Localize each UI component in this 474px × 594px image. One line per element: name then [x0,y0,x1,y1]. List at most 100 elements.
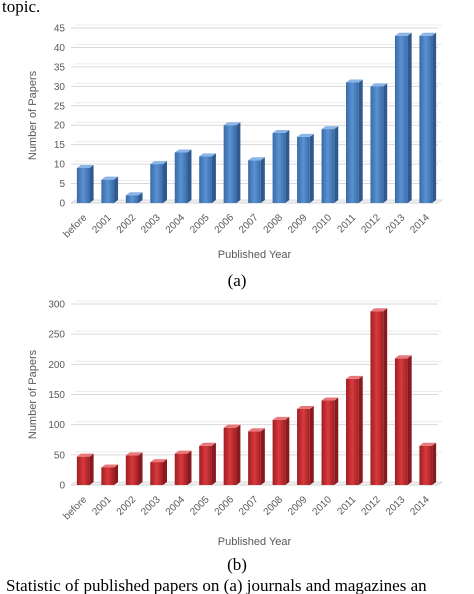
bar-top [394,355,412,359]
y-tick-label: 150 [48,390,65,401]
bar-side [358,375,363,485]
bar-side [236,122,241,203]
bar-side [260,428,265,485]
x-tick-label: 2007 [237,494,261,518]
x-tick-label: 2011 [335,494,358,517]
bar-top [101,464,119,468]
y-tick-label: 10 [54,160,66,171]
bar-side [187,450,192,485]
chart-b-panel-label: (b) [227,555,247,574]
bar [321,400,335,485]
bar-side [334,126,339,203]
bar [346,82,359,203]
bar [101,179,115,203]
x-tick-label: 2008 [262,494,286,518]
bar [150,164,163,203]
x-tick-label: 2014 [408,212,432,236]
y-tick-label: 25 [54,101,66,112]
bar-top [346,375,363,379]
x-tick-label: before [62,212,90,240]
bar-side [383,308,388,485]
bar-side [358,79,363,203]
bar [419,445,433,485]
bar [199,156,212,203]
x-tick-label: 2002 [115,212,139,236]
bar-side [114,464,119,485]
chart-a-panel-label: (a) [228,271,247,290]
x-tick-label: 2005 [188,212,212,236]
figure-caption: Statistic of published papers on (a) jou… [6,576,427,594]
bar-top [223,424,241,428]
bar-top [419,442,437,446]
x-tick-label: 2003 [139,494,163,518]
y-tick-label: 250 [48,330,65,341]
y-axis-title: Number of Papers [27,349,39,439]
x-tick-label: 2007 [237,212,261,236]
bar-top [101,176,119,180]
bar-top [150,459,167,463]
bar-side [211,442,216,485]
x-tick-label: 2009 [286,212,310,236]
bar-top [125,192,143,196]
bar [272,133,286,203]
x-axis-title: Published Year [218,249,292,261]
bar-side [407,355,412,485]
bar-side [162,161,167,203]
bar-top [394,32,412,36]
x-tick-label: 2002 [115,494,139,518]
bar-side [285,130,290,203]
bar-side [432,32,437,204]
x-tick-label: 2011 [335,212,358,235]
y-tick-label: 0 [59,481,65,492]
bar-top [223,122,241,126]
y-tick-label: 200 [48,360,65,371]
bar-side [89,165,94,203]
y-tick-label: 35 [54,62,66,73]
x-tick-label: 2014 [408,494,432,518]
bar-side [309,405,314,485]
y-axis-title: Number of Papers [27,70,39,160]
bar-top [272,130,290,133]
x-axis-title: Published Year [218,536,292,548]
bar-side [187,149,192,203]
bar-top [297,405,314,409]
bar [321,129,335,203]
bar [223,427,237,485]
x-tick-label: 2001 [90,212,114,236]
x-tick-label: 2005 [188,494,212,518]
bar-top [321,397,339,401]
bar [150,462,163,485]
bar-top [248,157,265,161]
bar-side [89,453,94,485]
x-tick-label: 2001 [90,494,114,518]
bar [199,445,212,485]
bar-side [162,459,167,485]
y-tick-label: 300 [48,300,65,311]
x-tick-label: 2004 [164,212,188,236]
bar [125,195,139,203]
bar [370,311,384,485]
bar [174,453,188,485]
y-tick-label: 15 [54,140,66,151]
y-tick-label: 0 [59,199,65,210]
bar [346,378,359,485]
bar [419,35,433,204]
x-tick-label: before [62,494,90,522]
bar-side [383,83,388,203]
bar-top [76,165,94,168]
y-tick-label: 20 [54,121,66,132]
y-tick-label: 40 [54,43,66,54]
bar [223,125,237,203]
x-tick-label: 2013 [384,212,408,236]
y-tick-label: 30 [54,82,66,93]
bar-side [114,176,119,203]
x-tick-label: 2012 [359,494,383,518]
x-tick-label: 2006 [213,212,237,236]
bar-side [432,442,437,485]
bar-top [125,452,143,456]
bar-top [297,133,314,137]
bar [394,358,408,485]
x-tick-label: 2008 [262,212,286,236]
bar [297,136,310,203]
